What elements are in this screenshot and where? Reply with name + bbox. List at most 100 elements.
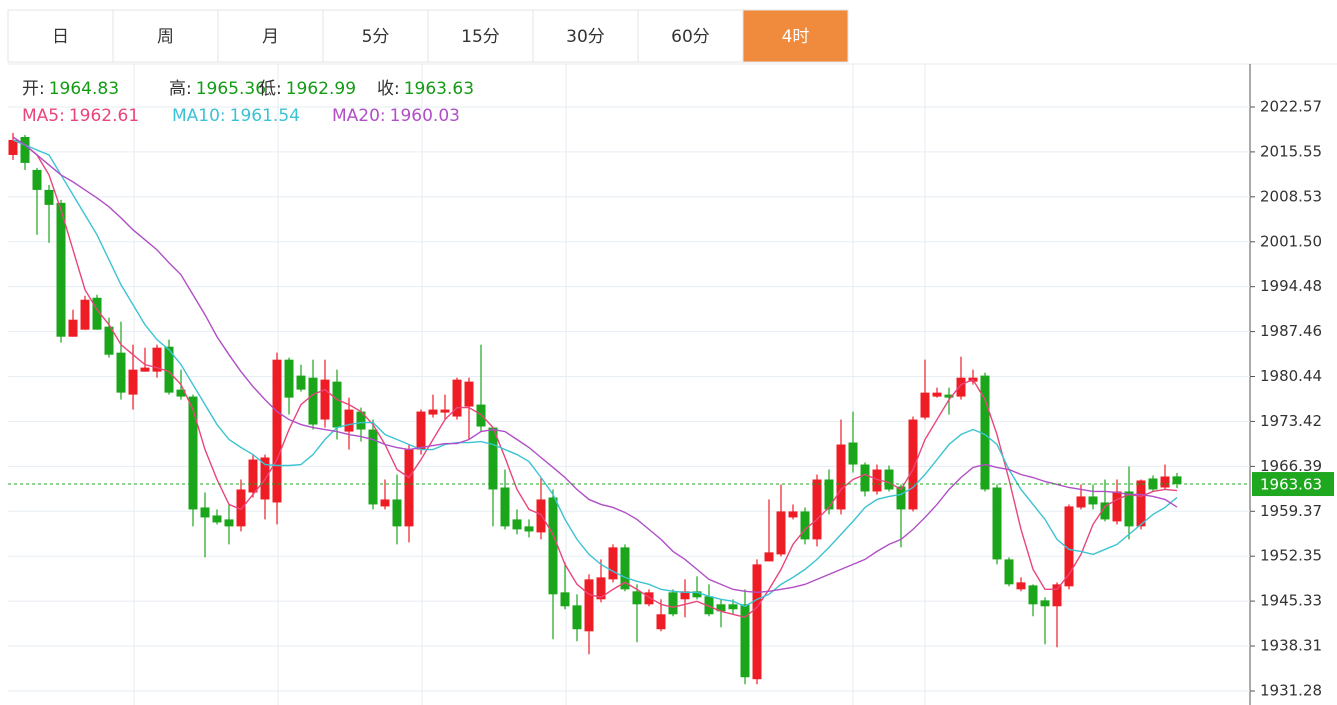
candle-body: [632, 591, 642, 605]
candle-body: [572, 605, 582, 630]
candle-body: [752, 564, 762, 680]
ma-value: 1960.03: [390, 106, 460, 126]
tab-box[interactable]: [532, 9, 639, 63]
tab-label[interactable]: 15分: [461, 27, 500, 47]
candle-body: [800, 511, 810, 540]
candle-body: [176, 389, 186, 397]
tab-label[interactable]: 60分: [671, 27, 710, 47]
tab-box[interactable]: [742, 9, 849, 63]
candle-body: [812, 479, 822, 540]
tab-label[interactable]: 5分: [362, 27, 390, 47]
tab-label[interactable]: 月: [262, 27, 279, 47]
tab-label[interactable]: 30分: [566, 27, 605, 47]
tab-label[interactable]: 4时: [782, 27, 810, 47]
candle-body: [1004, 559, 1014, 585]
legend-item: 收: 1963.63: [377, 79, 474, 99]
candle-body: [608, 547, 618, 580]
ma-line: [12, 136, 1178, 594]
ohlc-label: 低:: [259, 79, 282, 99]
candle-body: [236, 489, 246, 527]
tab[interactable]: 15分: [427, 9, 534, 63]
candle-body: [956, 377, 966, 397]
candle-body: [68, 319, 78, 337]
candle-body: [776, 511, 786, 555]
candle-body: [344, 409, 354, 432]
candle-body: [20, 136, 30, 163]
candle-body: [512, 519, 522, 530]
ohlc-value: 1965.36: [196, 79, 266, 99]
candle-body: [356, 411, 366, 430]
ma-label: MA10:: [172, 106, 226, 126]
y-tick-label: 2022.57: [1260, 97, 1322, 115]
candle-body: [920, 392, 930, 418]
tab[interactable]: 周: [112, 9, 219, 63]
candle-body: [368, 429, 378, 505]
candle-body: [692, 591, 702, 598]
tab-box[interactable]: [112, 9, 219, 63]
candle-body: [488, 427, 498, 490]
y-tick-label: 1959.37: [1260, 502, 1322, 520]
candle-body: [668, 592, 678, 615]
ma-value: 1962.61: [69, 106, 139, 126]
candle-body: [836, 444, 846, 510]
y-tick-label: 1938.31: [1260, 637, 1322, 655]
candle-body: [536, 499, 546, 533]
tab[interactable]: 30分: [532, 9, 639, 63]
tab[interactable]: 日: [7, 9, 114, 63]
candle-body: [1148, 478, 1158, 490]
candle-body: [308, 377, 318, 425]
candle-body: [944, 394, 954, 398]
last-price-label: 1963.63: [1260, 476, 1322, 494]
tab-box[interactable]: [637, 9, 744, 63]
candle-body: [140, 367, 150, 372]
y-tick-label: 1980.44: [1260, 367, 1322, 385]
candle-body: [272, 359, 282, 503]
tab-box[interactable]: [427, 9, 534, 63]
legend-header: 开: 1964.83 高: 1965.36低: 1962.99 收: 1963.63 MA5:…: [22, 79, 474, 126]
candle-body: [1136, 480, 1146, 527]
tab[interactable]: 60分: [637, 9, 744, 63]
candle-body: [464, 381, 474, 407]
candle-body: [896, 486, 906, 510]
candle-body: [980, 375, 990, 490]
candle-body: [740, 604, 750, 678]
y-tick-label: 2008.53: [1260, 187, 1322, 205]
candle-body: [1088, 496, 1098, 505]
tab-label[interactable]: 周: [157, 27, 174, 47]
candle-body: [548, 497, 558, 595]
y-tick-label: 1994.48: [1260, 277, 1322, 295]
ohlc-value: 1964.83: [49, 79, 119, 99]
tab-box[interactable]: [217, 9, 324, 63]
candle-body: [656, 614, 666, 630]
candle-body: [860, 464, 870, 492]
candle-body: [248, 459, 258, 493]
candle-body: [1040, 600, 1050, 607]
candle-body: [452, 379, 462, 417]
candle-body: [80, 299, 90, 330]
candle-body: [332, 381, 342, 428]
candle-body: [932, 392, 942, 397]
candle-body: [596, 577, 606, 600]
tab[interactable]: 5分: [322, 9, 429, 63]
candle-body: [500, 487, 510, 527]
candle-body: [584, 579, 594, 632]
candle-body: [128, 369, 138, 395]
tab[interactable]: 月: [217, 9, 324, 63]
plot: 1963.63: [8, 132, 1334, 685]
candle-body: [188, 396, 198, 510]
candle-body: [416, 411, 426, 450]
ohlc-label: 高:: [169, 79, 192, 99]
tab[interactable]: 4时: [742, 9, 849, 63]
candle-body: [716, 604, 726, 612]
candle-body: [104, 326, 114, 355]
tab-box[interactable]: [322, 9, 429, 63]
last-price-box: [1252, 472, 1334, 497]
tab-box[interactable]: [7, 9, 114, 63]
candle-body: [440, 409, 450, 413]
tab-label[interactable]: 日: [52, 27, 69, 47]
ohlc-label: 收:: [377, 79, 400, 99]
candle-body: [296, 375, 306, 390]
candle-body: [1172, 476, 1182, 485]
